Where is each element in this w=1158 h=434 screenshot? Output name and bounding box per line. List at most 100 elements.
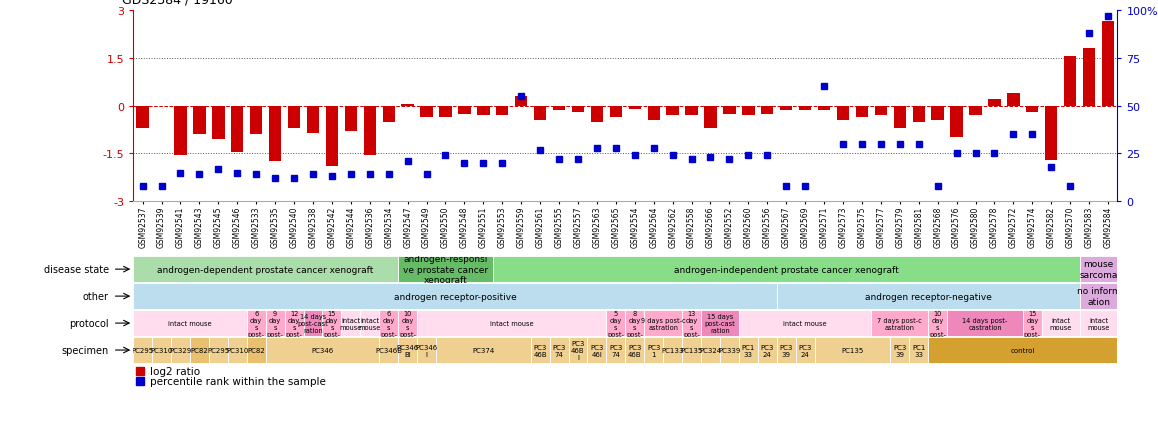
Text: PC3
39: PC3 39 [779,344,793,357]
Bar [303,310,322,336]
Text: PC3
39: PC3 39 [893,344,907,357]
Text: 13
day
s
post-: 13 day s post- [683,310,699,337]
Bar [686,106,698,116]
Bar [931,106,944,121]
Text: PC374: PC374 [472,347,494,353]
Bar [417,310,607,336]
Bar [247,310,265,336]
Text: 14 days
post-cast
ration: 14 days post-cast ration [298,313,329,333]
Bar [837,106,849,121]
Bar [265,337,380,363]
Bar [364,106,376,156]
Text: PC310: PC310 [226,347,249,353]
Text: PC3
46B: PC3 46B [628,344,642,357]
Text: androgen receptor-positive: androgen receptor-positive [394,292,516,301]
Text: 15
day
s
post-: 15 day s post- [1024,310,1041,337]
Text: protocol: protocol [69,319,109,328]
Bar [232,106,243,152]
Bar [459,106,470,114]
Bar [228,337,247,363]
Bar [345,106,357,132]
Text: PC3
1: PC3 1 [647,344,660,357]
Bar [739,310,872,336]
Bar [477,106,490,116]
Text: no inform
ation: no inform ation [1077,287,1120,306]
Text: PC3
46B
I: PC3 46B I [571,340,585,360]
Bar [250,106,263,135]
Bar [1045,106,1057,161]
Bar [799,106,812,111]
Text: 8
day
s
post-: 8 day s post- [626,310,643,337]
Text: androgen-dependent prostate cancer xenograft: androgen-dependent prostate cancer xenog… [157,265,374,274]
Bar [1079,256,1117,283]
Text: PC133: PC133 [661,347,684,353]
Text: PC346
I: PC346 I [416,344,438,357]
Bar [322,310,342,336]
Text: intact mouse: intact mouse [490,320,534,326]
Bar [872,310,929,336]
Bar [285,310,303,336]
Bar [701,337,720,363]
Bar [607,310,625,336]
Text: PC3
74: PC3 74 [552,344,566,357]
Bar [667,106,679,116]
Text: PC135: PC135 [681,347,703,353]
Text: 9
day
s
post-: 9 day s post- [266,310,284,337]
Bar [398,310,417,336]
Bar [587,337,607,363]
Text: intact mouse: intact mouse [168,320,212,326]
Text: androgen receptor-negative: androgen receptor-negative [865,292,991,301]
Bar [534,106,547,121]
Bar [420,106,433,118]
Text: PC1
33: PC1 33 [741,344,755,357]
Bar [607,337,625,363]
Bar [739,337,757,363]
Bar [1023,310,1042,336]
Bar [247,337,265,363]
Text: disease state: disease state [44,265,109,274]
Bar [704,106,717,128]
Text: PC135: PC135 [842,347,864,353]
Bar [493,256,1079,283]
Text: 10
day
s
post-: 10 day s post- [400,310,416,337]
Text: PC3
24: PC3 24 [761,344,774,357]
Bar [629,106,640,109]
Bar [152,337,171,363]
Bar [325,106,338,167]
Text: 5
day
s
post-: 5 day s post- [608,310,624,337]
Bar [1102,22,1114,106]
Bar [757,337,777,363]
Bar [515,97,527,106]
Text: androgen-independent prostate cancer xenograft: androgen-independent prostate cancer xen… [674,265,899,274]
Bar [761,106,774,114]
Bar [439,106,452,118]
Bar [380,337,398,363]
Bar [780,106,792,111]
Text: intact
mouse: intact mouse [1049,317,1072,330]
Text: PC3
24: PC3 24 [799,344,812,357]
Bar [625,337,644,363]
Text: 12
day
s
post-: 12 day s post- [286,310,302,337]
Bar [1079,283,1117,309]
Bar [569,337,587,363]
Text: intact
mouse: intact mouse [339,317,362,330]
Text: 9 days post-c
astration: 9 days post-c astration [640,317,686,330]
Bar [682,337,701,363]
Bar [398,337,417,363]
Bar [307,106,320,133]
Bar [496,106,508,116]
Text: intact
mouse: intact mouse [1087,317,1109,330]
Text: PC1
33: PC1 33 [913,344,925,357]
Bar [777,337,796,363]
Text: PC346: PC346 [312,347,334,353]
Bar [969,106,982,116]
Bar [530,337,550,363]
Bar [909,337,929,363]
Bar [591,106,603,122]
Text: intact
mouse: intact mouse [359,317,381,330]
Text: PC346B: PC346B [375,347,402,353]
Bar [572,106,584,113]
Text: PC82: PC82 [191,347,208,353]
Text: PC324: PC324 [699,347,721,353]
Bar [269,106,281,162]
